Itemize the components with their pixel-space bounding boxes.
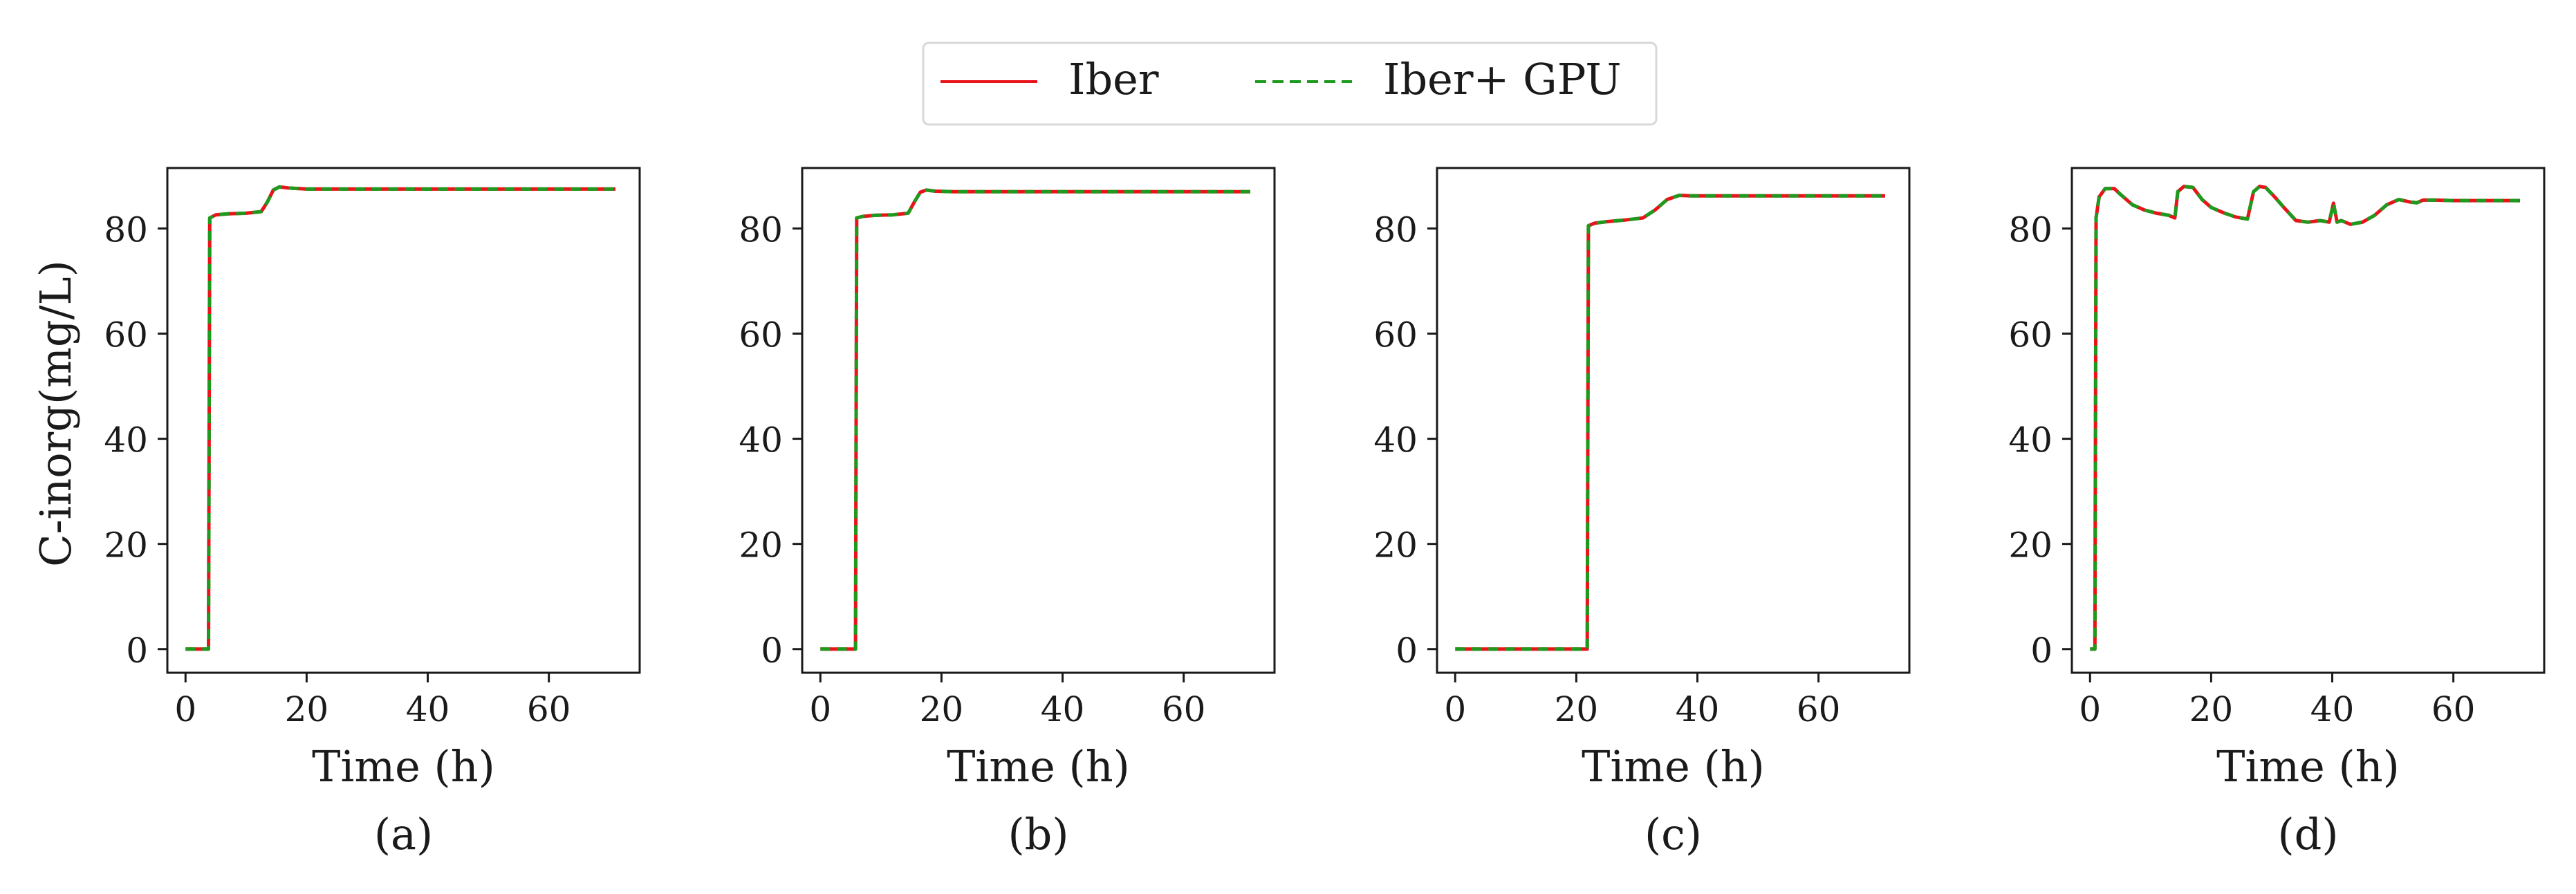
series-line-iber bbox=[185, 185, 615, 651]
x-tick-label: 40 bbox=[1041, 689, 1085, 729]
legend: Iber Iber+ GPU bbox=[922, 41, 1658, 126]
plot-frame bbox=[166, 167, 641, 674]
y-tick-label: 60 bbox=[104, 315, 148, 355]
x-axis-label: Time (h) bbox=[1582, 741, 1765, 792]
x-tick-label: 60 bbox=[1797, 689, 1841, 729]
x-tick-label: 40 bbox=[1676, 689, 1720, 729]
plot-frame bbox=[2070, 167, 2546, 674]
series-line-iber bbox=[2090, 185, 2520, 651]
y-tick-label: 20 bbox=[739, 525, 783, 566]
x-tick-label: 0 bbox=[2079, 689, 2101, 729]
panel-c: 0 20 40 60 80 0 20 40 60 Time (h) (c) bbox=[1373, 167, 1911, 859]
panels: 0 20 40 60 80 0 20 40 60 Time (h) (a) 0 20 40 60 80 0 20 4… bbox=[104, 167, 2546, 859]
panel-d: 0 20 40 60 80 0 20 40 60 Time (h) (d) bbox=[2008, 167, 2546, 859]
x-tick-label: 60 bbox=[1162, 689, 1206, 729]
x-tick-label: 60 bbox=[2431, 689, 2476, 729]
x-tick-label: 20 bbox=[920, 689, 964, 729]
series-line-gpu bbox=[1455, 194, 1885, 651]
panel-label: (d) bbox=[2277, 809, 2338, 859]
legend-label-iber: Iber bbox=[1068, 54, 1159, 104]
y-tick-label: 60 bbox=[1373, 315, 1418, 355]
x-tick-label: 20 bbox=[1555, 689, 1599, 729]
y-tick-label: 0 bbox=[761, 631, 783, 671]
y-tick-label: 20 bbox=[104, 525, 148, 566]
y-tick-label: 40 bbox=[104, 420, 148, 460]
x-axis-label: Time (h) bbox=[947, 741, 1130, 792]
y-tick-label: 80 bbox=[1373, 209, 1418, 250]
panel-label: (b) bbox=[1008, 809, 1068, 859]
y-tick-label: 60 bbox=[2008, 315, 2053, 355]
panel-label: (a) bbox=[374, 809, 433, 859]
panel-a: 0 20 40 60 80 0 20 40 60 Time (h) (a) bbox=[104, 167, 641, 859]
x-tick-label: 0 bbox=[174, 689, 196, 729]
plot-frame bbox=[801, 167, 1276, 674]
y-tick-label: 0 bbox=[126, 631, 148, 671]
y-axis-label: C-inorg(mg/L) bbox=[30, 260, 81, 567]
x-axis-label: Time (h) bbox=[312, 741, 495, 792]
x-tick-label: 0 bbox=[809, 689, 831, 729]
series-line-iber bbox=[820, 188, 1250, 651]
series-line-gpu bbox=[185, 185, 615, 651]
x-axis-label: Time (h) bbox=[2216, 741, 2400, 792]
series-line-gpu bbox=[820, 188, 1250, 651]
panel-label: (c) bbox=[1644, 809, 1702, 859]
series-line-gpu bbox=[2090, 185, 2520, 651]
legend-label-gpu: Iber+ GPU bbox=[1383, 54, 1622, 104]
y-tick-label: 40 bbox=[739, 420, 783, 460]
y-tick-label: 0 bbox=[1396, 631, 1418, 671]
plot-frame bbox=[1436, 167, 1911, 674]
y-tick-label: 40 bbox=[1373, 420, 1418, 460]
y-tick-label: 60 bbox=[739, 315, 783, 355]
y-tick-label: 20 bbox=[2008, 525, 2053, 566]
y-tick-label: 20 bbox=[1373, 525, 1418, 566]
panel-b: 0 20 40 60 80 0 20 40 60 Time (h) (b) bbox=[739, 167, 1276, 859]
y-tick-label: 0 bbox=[2030, 631, 2053, 671]
x-tick-label: 60 bbox=[527, 689, 571, 729]
y-tick-label: 80 bbox=[2008, 209, 2053, 250]
legend-frame bbox=[922, 41, 1658, 126]
x-tick-label: 40 bbox=[2310, 689, 2355, 729]
y-tick-label: 80 bbox=[739, 209, 783, 250]
y-tick-label: 40 bbox=[2008, 420, 2053, 460]
x-tick-label: 20 bbox=[2189, 689, 2234, 729]
x-tick-label: 40 bbox=[406, 689, 450, 729]
x-tick-label: 0 bbox=[1444, 689, 1466, 729]
y-tick-label: 80 bbox=[104, 209, 148, 250]
series-line-iber bbox=[1455, 194, 1885, 651]
x-tick-label: 20 bbox=[285, 689, 329, 729]
